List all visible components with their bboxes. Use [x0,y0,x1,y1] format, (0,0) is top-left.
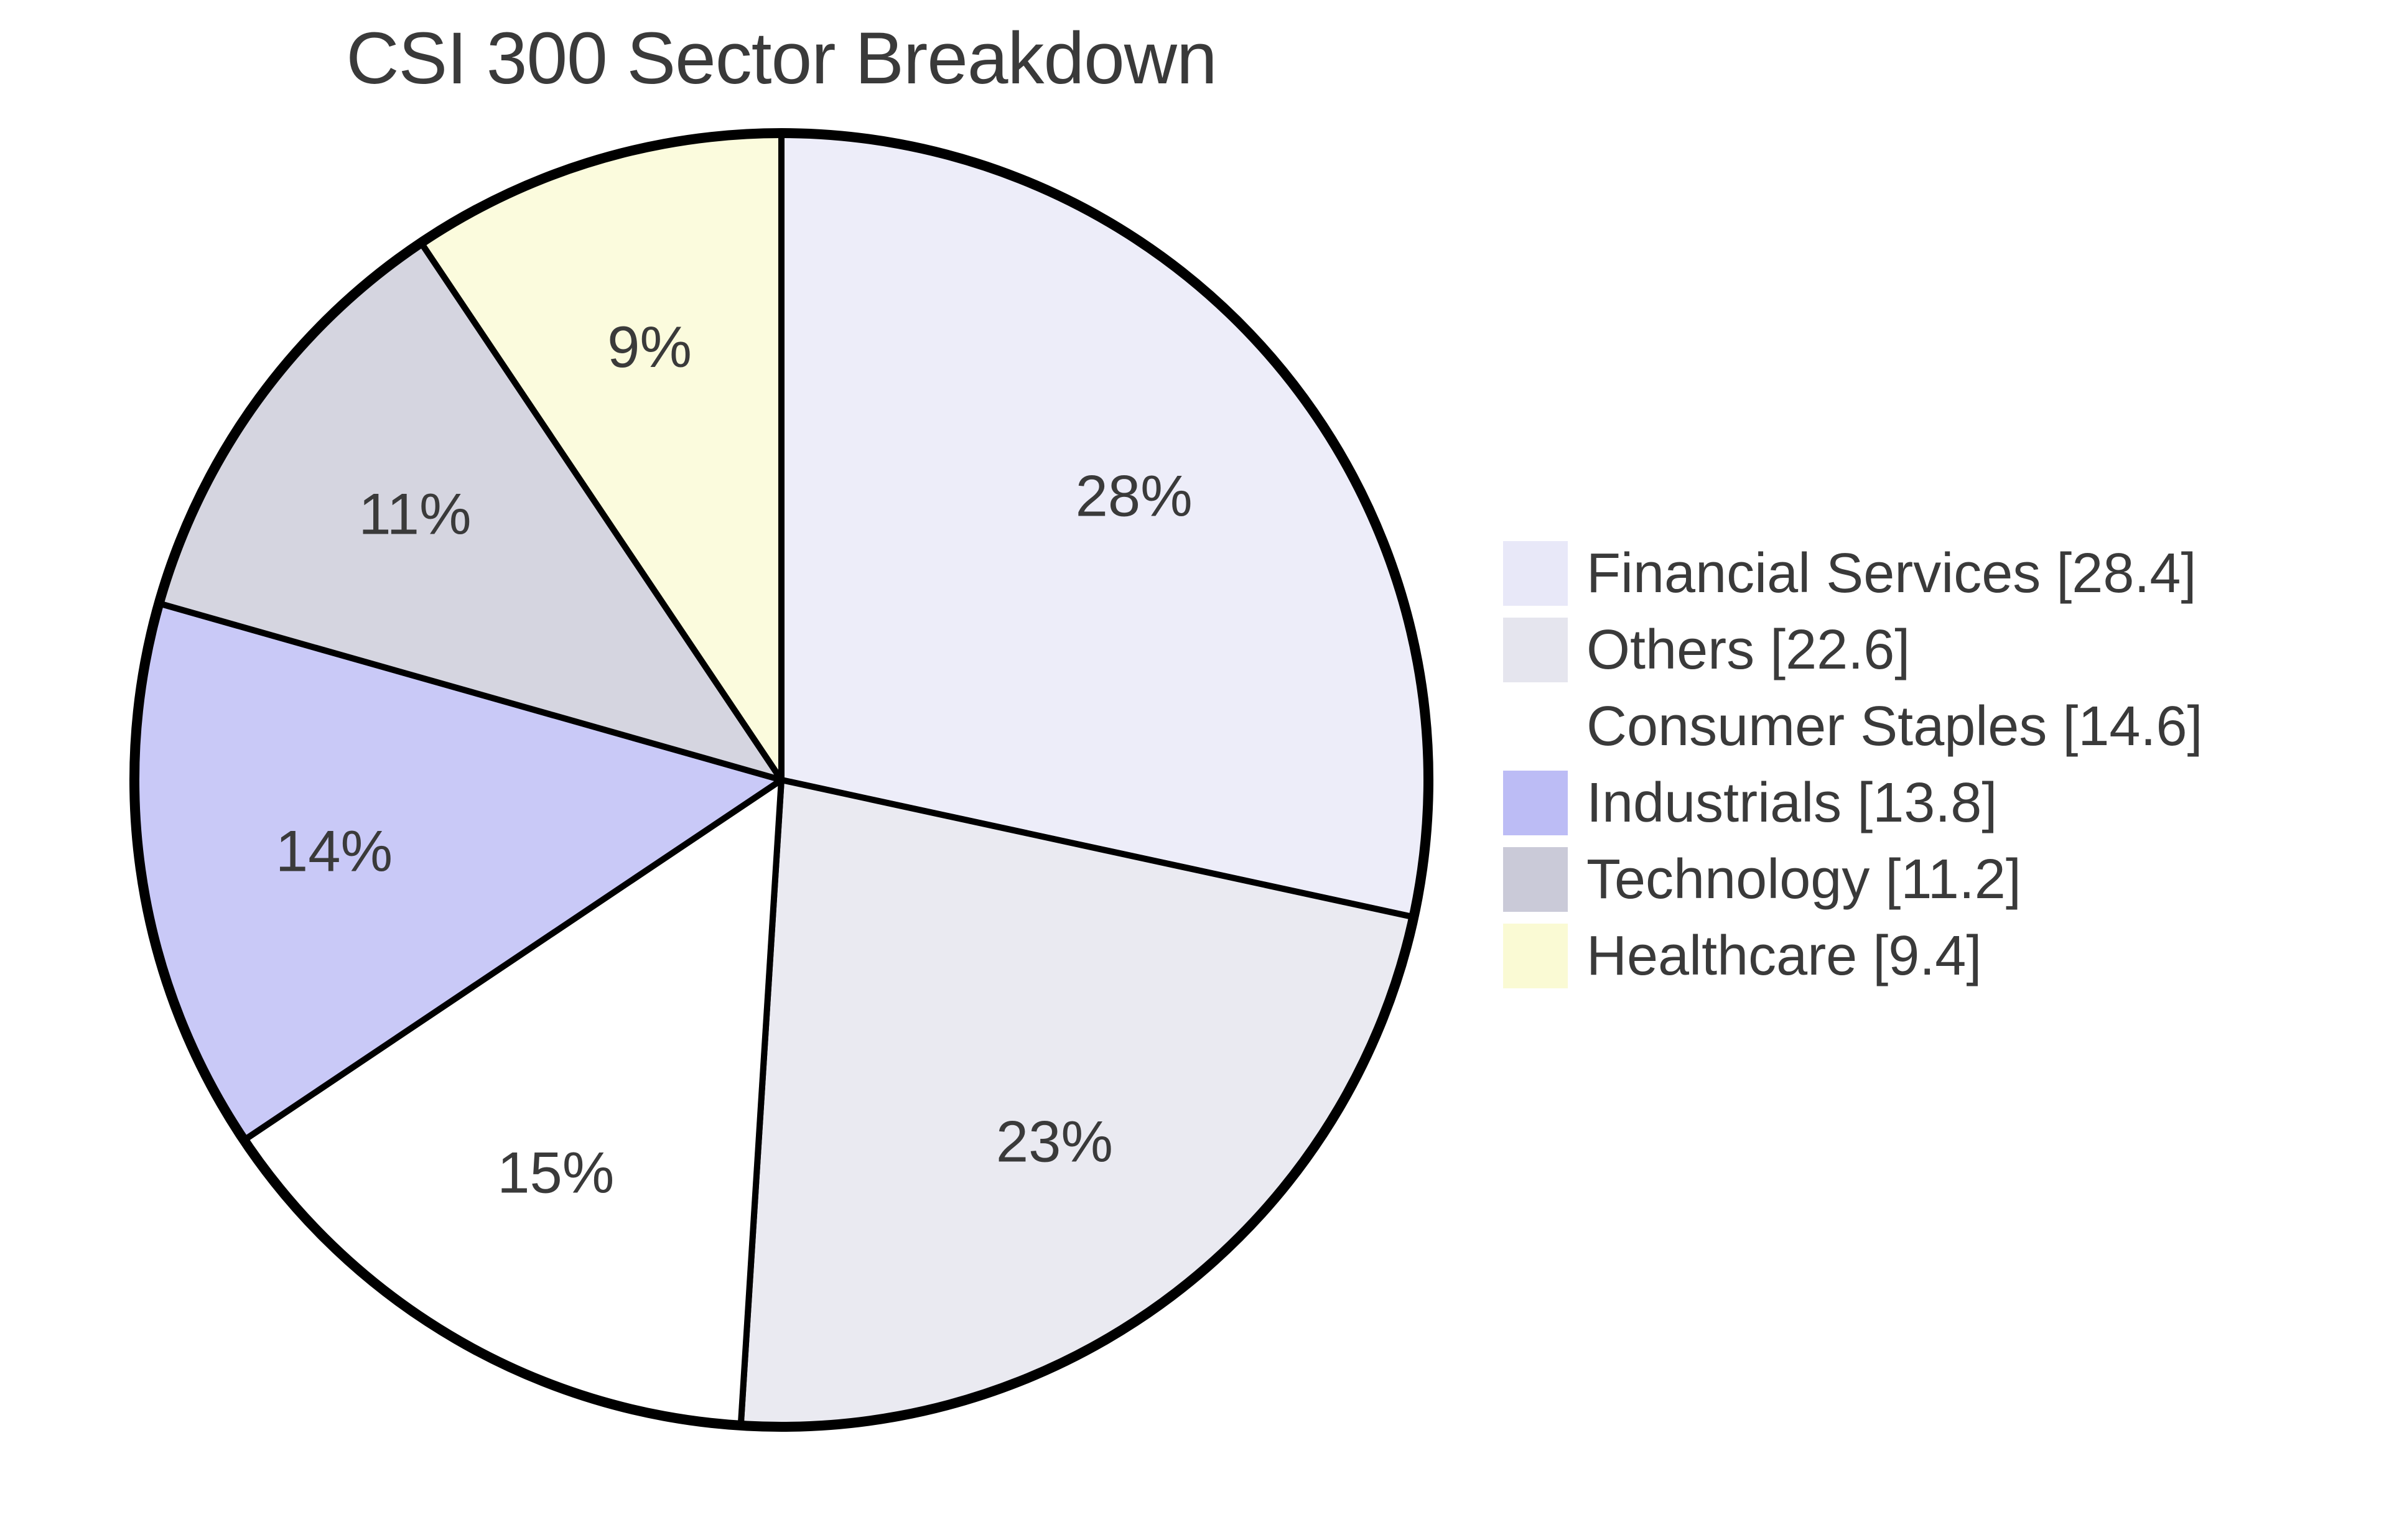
legend-item-financial-services: Financial Services [28.4] [1503,541,2203,606]
legend-swatch-financial-services [1503,541,1568,606]
legend-swatch-industrials [1503,771,1568,835]
legend-label-others: Others [22.6] [1586,619,1911,681]
legend-label-financial-services: Financial Services [28.4] [1586,542,2197,605]
legend-item-industrials: Industrials [13.8] [1503,771,2203,835]
slice-percent-label-consumer-staples: 15% [497,1140,614,1205]
legend-item-technology: Technology [11.2] [1503,847,2203,912]
pie-outline [129,128,1433,1432]
legend-item-healthcare: Healthcare [9.4] [1503,924,2203,988]
legend-item-consumer-staples: Consumer Staples [14.6] [1503,694,2203,759]
legend-swatch-consumer-staples [1503,694,1568,759]
slice-percent-label-industrials: 14% [276,818,393,883]
slice-percent-label-others: 23% [996,1108,1113,1174]
legend-label-technology: Technology [11.2] [1586,848,2021,911]
legend-swatch-technology [1503,847,1568,912]
legend: Financial Services [28.4] Others [22.6] Co… [1503,541,2203,1000]
slice-percent-label-technology: 11% [358,481,471,547]
legend-item-others: Others [22.6] [1503,618,2203,682]
slice-percent-label-financial-services: 28% [1076,463,1193,529]
legend-swatch-others [1503,618,1568,682]
slice-percent-label-healthcare: 9% [607,314,692,379]
chart-title: CSI 300 Sector Breakdown [346,17,1217,100]
legend-swatch-healthcare [1503,924,1568,988]
legend-label-consumer-staples: Consumer Staples [14.6] [1586,695,2203,758]
legend-label-industrials: Industrials [13.8] [1586,772,1998,834]
legend-label-healthcare: Healthcare [9.4] [1586,925,1982,987]
